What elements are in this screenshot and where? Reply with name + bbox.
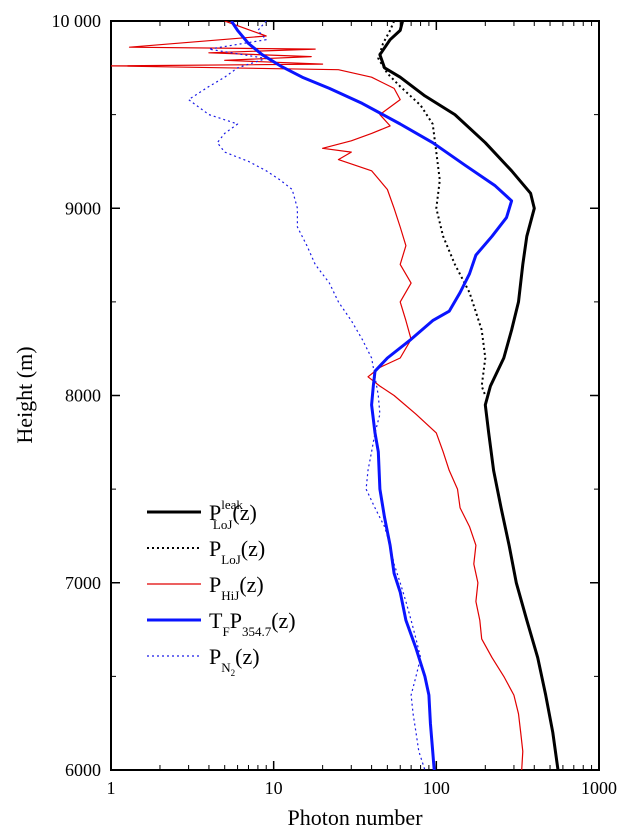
tick-labels: 1 10 100 1000 6000 7000 8000 9000 10 000 [52, 11, 618, 798]
series-line-4 [188, 21, 426, 770]
y-axis-title: Height (m) [12, 346, 37, 443]
x-tick-label: 10 [265, 778, 283, 798]
y-tick-label: 7000 [65, 573, 101, 593]
x-tick-label: 1 [107, 778, 116, 798]
series-line-1 [377, 21, 487, 396]
y-tick-label: 8000 [65, 386, 101, 406]
legend-label-2: PHiJ(z) [209, 572, 264, 603]
y-tick-label: 6000 [65, 760, 101, 780]
legend-label-0: Pleak LoJ(z) [209, 497, 257, 532]
plot-frame [110, 20, 600, 771]
x-tick-label: 100 [423, 778, 450, 798]
x-axis-title: Photon number [287, 805, 423, 830]
legend: Pleak LoJ(z) PLoJ(z) PHiJ(z) TFP354.7(z) PN2(… [147, 497, 296, 678]
axis-ticks [110, 20, 600, 771]
series-line-3 [230, 21, 514, 770]
series-line-0 [378, 21, 560, 770]
series-layer [111, 21, 560, 770]
x-tick-label: 1000 [581, 778, 617, 798]
legend-label-1: PLoJ(z) [209, 536, 265, 567]
series-line-2 [111, 21, 524, 770]
y-tick-label: 9000 [65, 198, 101, 218]
legend-label-4: PN2(z) [209, 644, 260, 678]
legend-label-3: TFP354.7(z) [209, 608, 296, 639]
y-tick-label: 10 000 [52, 11, 102, 31]
